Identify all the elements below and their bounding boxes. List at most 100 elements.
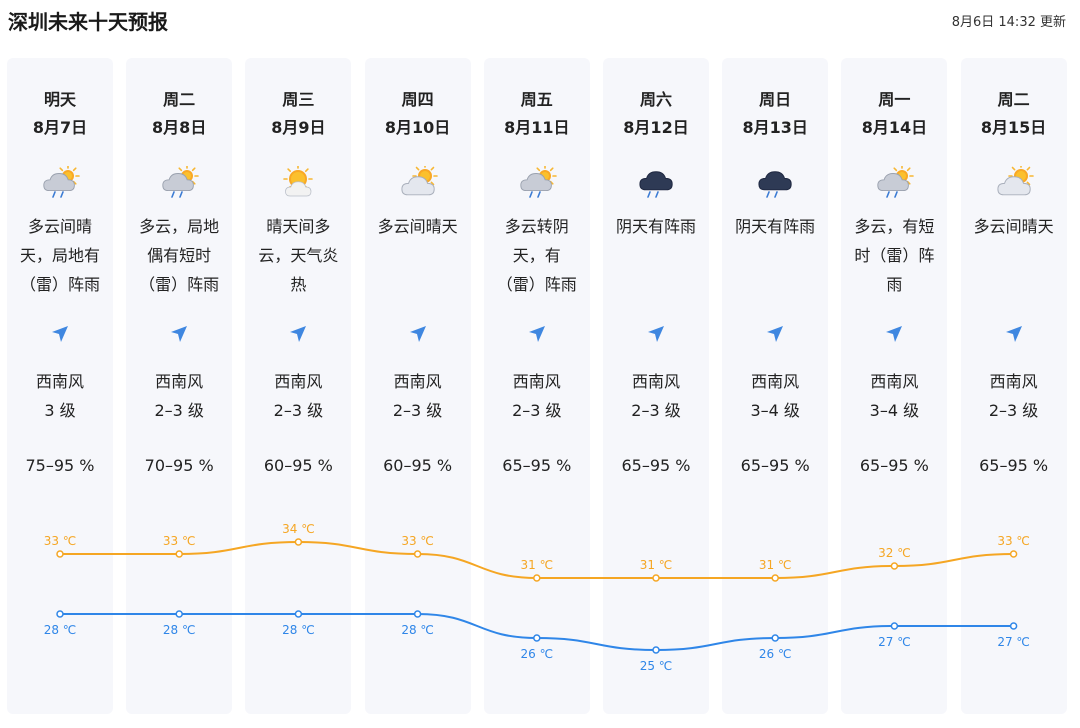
- partly-cloudy-rain-icon: [517, 164, 557, 198]
- low-temp-label: 27 ℃: [997, 635, 1030, 649]
- wind-direction: 西南风: [631, 372, 680, 391]
- wind-level: 3–4 级: [869, 401, 920, 420]
- high-temp-label: 33 ℃: [163, 534, 196, 548]
- wind-level: 2–3 级: [988, 401, 1039, 420]
- low-temp-label: 26 ℃: [759, 647, 792, 661]
- high-temp-point: [413, 550, 422, 558]
- day-date: 8月15日: [980, 118, 1047, 137]
- humidity: 65–95 %: [621, 456, 691, 475]
- weather-description-line: 天，有: [512, 246, 561, 265]
- wind-direction: 西南风: [989, 372, 1038, 391]
- day-name: 周二: [163, 90, 196, 109]
- weather-description: 多云转阴天，有 （雷）阵雨: [488, 212, 586, 299]
- weather-description-line: 多云，局地: [139, 217, 220, 236]
- day-name: 周日: [759, 90, 792, 109]
- wind-direction-icon: [50, 324, 70, 344]
- low-temp-point: [533, 634, 541, 642]
- high-temp-point: [175, 550, 183, 558]
- weather-description: 阴天有阵雨: [607, 212, 705, 241]
- weather-description-line: 多云，有短: [854, 217, 935, 236]
- weather-description: 多云间晴天: [965, 212, 1063, 241]
- low-temp-point: [175, 610, 183, 618]
- day-date: 8月7日: [32, 118, 88, 137]
- day-column: 周六 8月12日 阴天有阵雨 西南风 2–3 级 65–95 %: [603, 58, 709, 714]
- low-temp-point: [413, 610, 422, 618]
- weather-description-line: 偶有短时: [147, 246, 212, 265]
- day-date: 8月10日: [384, 118, 451, 137]
- day-column: 周一 8月14日 多云，有短 时（雷）阵雨 西南风 3–4 级 65–95 %: [841, 58, 948, 714]
- humidity: 60–95 %: [383, 456, 453, 475]
- wind-direction: 西南风: [870, 372, 919, 391]
- high-temp-point: [533, 574, 541, 582]
- low-temp-point: [1009, 622, 1018, 630]
- weather-description: 多云，有短时（雷）阵雨: [845, 212, 943, 299]
- partly-cloudy-rain-icon: [40, 164, 80, 198]
- wind-direction-icon: [527, 324, 547, 344]
- dark-cloud-rain-icon: [755, 166, 795, 198]
- low-temp-line: [59, 612, 1014, 652]
- high-temp-point: [890, 562, 899, 570]
- high-temp-label: 33 ℃: [44, 534, 77, 548]
- weather-description-line: 晴天间多: [266, 217, 331, 236]
- day-column: 周四 8月10日 多云间晴天 西南风 2–3 级 60–95 %: [364, 58, 471, 714]
- day-name: 周一: [878, 90, 911, 109]
- day-date: 8月9日: [271, 118, 326, 137]
- high-temp-label: 32 ℃: [878, 546, 911, 560]
- weather-description-line: 多云间晴天: [377, 217, 458, 236]
- wind-level: 2–3 级: [392, 401, 443, 420]
- wind-direction: 西南风: [35, 372, 84, 391]
- wind-level: 2–3 级: [273, 401, 324, 420]
- day-date: 8月8日: [152, 118, 207, 137]
- weather-description-line: 天，局地有: [19, 246, 100, 265]
- partly-cloudy-rain-icon: [874, 164, 915, 198]
- humidity: 65–95 %: [740, 456, 810, 475]
- humidity: 65–95 %: [979, 456, 1049, 475]
- low-temp-point: [652, 646, 660, 654]
- wind-direction: 西南风: [393, 372, 442, 391]
- day-column: 周二 8月15日 多云间晴天 西南风 2–3 级 65–95 %: [960, 58, 1067, 714]
- wind-level: 2–3 级: [631, 401, 681, 420]
- high-temp-label: 31 ℃: [640, 558, 673, 572]
- weather-description: 多云，局地偶有短时 （雷）阵雨: [130, 212, 228, 299]
- weather-description-line: 时（雷）阵: [854, 246, 935, 265]
- low-temp-point: [56, 610, 64, 618]
- high-temp-label: 34 ℃: [282, 522, 315, 536]
- low-temp-label: 26 ℃: [521, 647, 554, 661]
- weather-description-line: 雨: [886, 275, 903, 294]
- wind-level: 3–4 级: [750, 401, 800, 420]
- weather-description-line: 多云间晴天: [973, 217, 1054, 236]
- high-temp-point: [771, 574, 779, 582]
- wind-direction-icon: [1004, 324, 1024, 344]
- day-name: 周六: [639, 90, 672, 109]
- day-name: 周二: [997, 90, 1030, 109]
- humidity: 65–95 %: [502, 456, 572, 475]
- wind-level: 2–3 级: [154, 401, 204, 420]
- day-column: 明天 8月7日 多云间晴 天，局地有 （雷）阵雨 西南风 3 级 75–95 %: [7, 58, 113, 714]
- wind-direction-icon: [288, 324, 308, 344]
- weather-description-line: 多云间晴: [27, 217, 92, 236]
- wind-direction: 西南风: [751, 372, 800, 391]
- sunny-cloudy-icon: [278, 164, 318, 198]
- day-name: 周五: [520, 90, 553, 109]
- day-name: 明天: [43, 90, 76, 109]
- low-temp-label: 28 ℃: [401, 623, 434, 637]
- weather-description-line: 阴天有阵雨: [735, 217, 816, 236]
- weather-description-line: （雷）阵雨: [139, 275, 220, 294]
- high-temp-label: 31 ℃: [759, 558, 792, 572]
- high-temp-point: [56, 550, 64, 558]
- wind-level: 3 级: [44, 401, 76, 420]
- weather-description-line: 多云转阴: [504, 217, 569, 236]
- weather-description-line: （雷）阵雨: [496, 275, 577, 294]
- update-time: 8月6日 14:32 更新: [951, 15, 1066, 30]
- low-temp-label: 27 ℃: [878, 635, 911, 649]
- weather-description: 多云间晴天: [369, 212, 467, 241]
- day-column: 周二 8月8日 多云，局地 偶有短时 （雷）阵雨 西南风 2–3 级 70–95 %: [126, 58, 233, 714]
- weather-description: 多云间晴 天，局地有 （雷）阵雨: [11, 212, 109, 299]
- low-temp-label: 28 ℃: [282, 623, 315, 637]
- weather-description-line: 云，天气炎: [258, 246, 339, 265]
- humidity: 65–95 %: [859, 456, 929, 475]
- day-date: 8月12日: [623, 118, 689, 137]
- page-title: 深圳未来十天预报: [8, 10, 168, 34]
- low-temp-point: [890, 622, 899, 630]
